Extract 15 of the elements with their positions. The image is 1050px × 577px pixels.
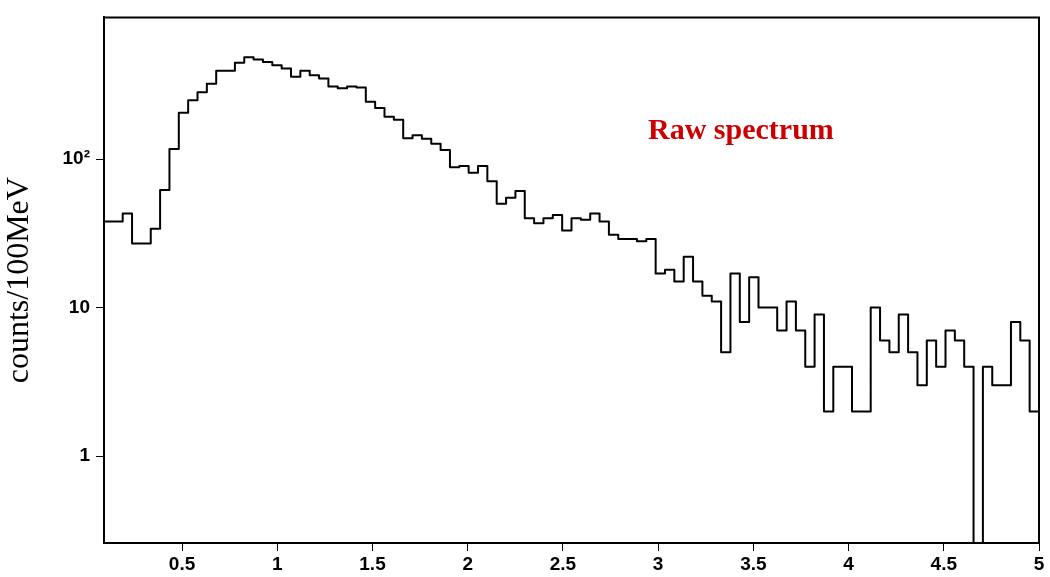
y-tick-label: 10² [62, 147, 90, 169]
x-tick-label: 3.5 [740, 552, 767, 574]
y-tick-label: 10 [68, 295, 90, 317]
x-tick-label: 4.5 [930, 552, 958, 574]
x-tick-label: 1 [272, 552, 283, 574]
x-tick-label: 3 [652, 552, 664, 574]
x-tick-label: 1.5 [359, 552, 387, 574]
y-axis-title: counts/100MeV [0, 177, 35, 384]
x-tick-label: 2.5 [549, 552, 577, 574]
annotation: Raw spectrum [648, 112, 834, 146]
x-tick-label: 2 [462, 552, 474, 574]
x-tick-label: 5 [1033, 552, 1045, 574]
x-tick-label: 4 [843, 552, 855, 574]
y-tick-label: 1 [79, 444, 91, 466]
x-tick-label: 0.5 [168, 552, 196, 574]
